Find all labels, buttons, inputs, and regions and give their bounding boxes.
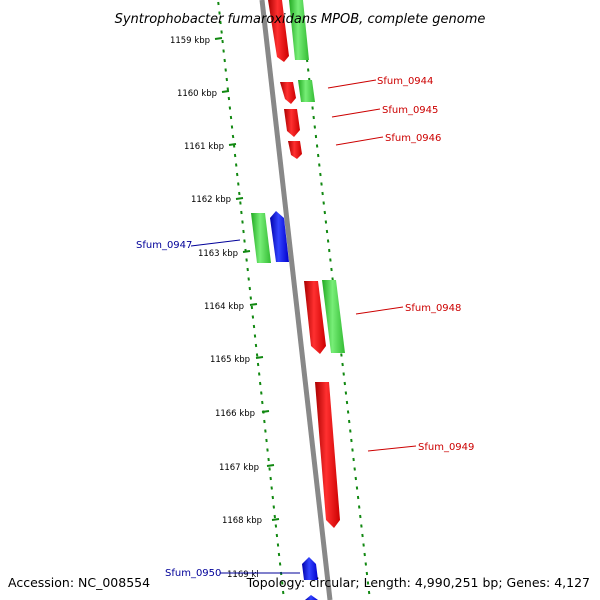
tick-label: 1168 kbp bbox=[222, 516, 262, 526]
tick-label: 1169 kl bbox=[227, 570, 259, 580]
gene-labels: Sfum_0944 Sfum_0945 Sfum_0946 Sfum_0947 … bbox=[136, 76, 474, 579]
tick-label: 1167 kbp bbox=[219, 463, 259, 473]
accession-text: Accession: NC_008554 bbox=[8, 575, 150, 590]
inner-ring-dot bbox=[231, 134, 235, 139]
gene-arrow-sfum-0948 bbox=[304, 281, 326, 354]
tick-label: 1163 kbp bbox=[198, 249, 238, 259]
map-title: Syntrophobacter fumaroxidans MPOB, compl… bbox=[115, 12, 486, 27]
gene-label-sfum-0948: Sfum_0948 bbox=[405, 303, 461, 314]
gene-label-sfum-0946: Sfum_0946 bbox=[385, 133, 441, 144]
tick-label: 1162 kbp bbox=[191, 195, 231, 205]
gene-arrow-sfum-0945 bbox=[284, 109, 300, 137]
gene-label-sfum-0950: Sfum_0950 bbox=[165, 568, 221, 579]
gene-arrow-reverse bbox=[268, 0, 289, 62]
gene-label-sfum-0947: Sfum_0947 bbox=[136, 240, 192, 251]
genome-summary: Topology: circular; Length: 4,990,251 bp… bbox=[246, 575, 590, 590]
gene-arrow-sfum-0947 bbox=[270, 211, 289, 262]
gene-arrow-sfum-0949 bbox=[315, 382, 340, 528]
tick-label: 1164 kbp bbox=[204, 302, 244, 312]
gene-label-sfum-0945: Sfum_0945 bbox=[382, 105, 438, 116]
tick-label: 1159 kbp bbox=[170, 36, 210, 46]
tick-label: 1165 kbp bbox=[210, 355, 250, 365]
gene-arrow-sfum-0944 bbox=[280, 82, 296, 104]
gene-arrow-sfum-0950 bbox=[302, 557, 318, 580]
feature-green-0944 bbox=[298, 80, 315, 102]
gene-label-sfum-0949: Sfum_0949 bbox=[418, 442, 474, 453]
genome-backbone bbox=[259, 0, 333, 600]
tick-label: 1166 kbp bbox=[215, 409, 255, 419]
feature-green-0947 bbox=[251, 213, 271, 263]
feature-green bbox=[289, 0, 309, 60]
gene-arrow-bottom bbox=[305, 595, 318, 600]
tick-label: 1161 kbp bbox=[184, 142, 224, 152]
gene-label-sfum-0944: Sfum_0944 bbox=[377, 76, 433, 87]
gene-features bbox=[251, 0, 345, 600]
feature-green-0948 bbox=[322, 280, 345, 353]
position-ticks: 1159 kbp 1160 kbp 1161 kbp 1162 kbp 1163… bbox=[170, 36, 280, 580]
gene-arrow-sfum-0946 bbox=[288, 141, 302, 159]
tick-label: 1160 kbp bbox=[177, 89, 217, 99]
